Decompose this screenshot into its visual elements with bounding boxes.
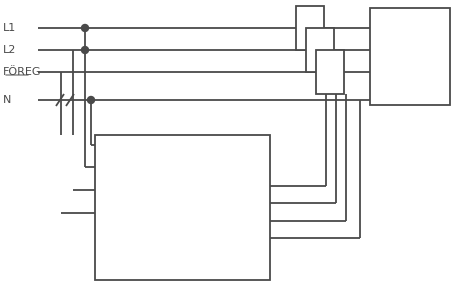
Text: B: B [248,198,255,208]
Text: C: C [248,216,255,226]
Bar [370,8,450,105]
Text: VA: VA [100,162,114,172]
Text: VB: VB [100,185,114,195]
Text: L1: L1 [3,23,16,33]
Text: N: N [3,95,11,105]
Text: VC: VC [100,208,115,218]
Circle shape [81,24,89,32]
Text: N: N [100,140,108,150]
Text: mäts: mäts [394,63,425,76]
Bar [306,28,334,72]
Text: A: A [248,181,255,191]
Circle shape [87,96,95,104]
Circle shape [81,47,89,53]
Text: L2: L2 [3,45,16,55]
Text: Last: Last [397,24,423,37]
Bar [296,6,324,50]
Text: som: som [397,43,423,57]
Text: Shelly 3EM: Shelly 3EM [162,202,223,212]
Text: I: I [100,239,103,249]
Text: N: N [248,233,256,243]
Text: O: O [100,260,108,271]
Text: FÖREG: FÖREG [3,67,42,77]
Bar [95,135,270,280]
Bar [316,50,344,94]
